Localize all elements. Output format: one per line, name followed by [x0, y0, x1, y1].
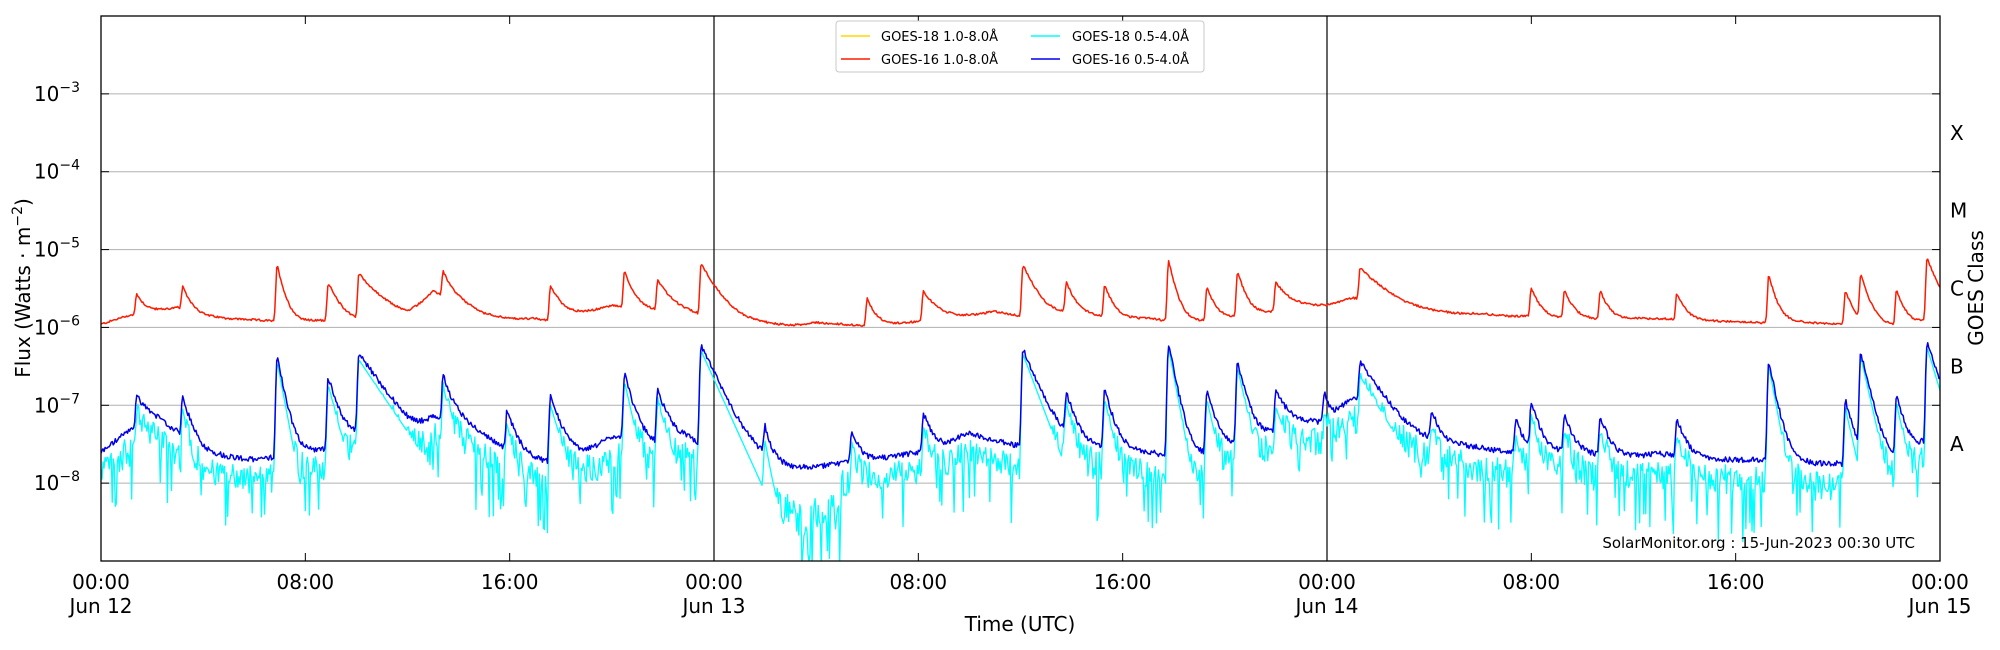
x-tick-label: 00:00	[685, 570, 743, 594]
goes-class-label: X	[1950, 121, 1964, 145]
x-tick-label: 16:00	[481, 570, 539, 594]
x-tick-day-label: Jun 12	[67, 594, 132, 618]
x-tick-label: 00:00	[1911, 570, 1969, 594]
day-boundary-lines	[713, 16, 1328, 561]
y-tick-label: 10−3	[34, 80, 80, 106]
y-tick-label: 10−6	[34, 313, 80, 339]
legend-label-goes18-short: GOES-18 0.5-4.0Å	[1072, 29, 1189, 45]
y-axis-label: Flux (Watts · m−2)	[10, 198, 35, 378]
goes-class-ticks: A B C M X	[1950, 121, 1967, 456]
goes-class-label: C	[1950, 277, 1964, 301]
x-tick-day-label: Jun 13	[680, 594, 745, 618]
series-goes16-short-line	[101, 342, 1940, 470]
x-axis-label: Time (UTC)	[964, 612, 1076, 636]
plot-frame	[100, 15, 1941, 562]
y-tick-label: 10−5	[34, 236, 80, 262]
y-axis-ticks: 10−8 10−7 10−6 10−5 10−4 10−3	[34, 80, 1940, 495]
x-tick-label: 00:00	[72, 570, 130, 594]
legend-box	[835, 20, 1205, 73]
x-tick-day-label: Jun 15	[1906, 594, 1971, 618]
series-goes16-long-line	[101, 258, 1940, 328]
y-tick-label: 10−8	[34, 469, 80, 495]
x-tick-day-label: Jun 14	[1293, 594, 1358, 618]
legend-label-goes18-long: GOES-18 1.0-8.0Å	[881, 29, 998, 45]
x-tick-label: 16:00	[1707, 570, 1765, 594]
x-tick-label: 16:00	[1094, 570, 1152, 594]
legend: GOES-18 1.0-8.0Å GOES-16 1.0-8.0Å GOES-1…	[835, 20, 1205, 73]
y-tick-label: 10−4	[34, 158, 80, 184]
goes-class-label: M	[1950, 199, 1967, 223]
y-tick-label: 10−7	[34, 391, 80, 417]
goes-class-label: B	[1950, 354, 1964, 378]
goes-class-axis-label: GOES Class	[1964, 230, 1988, 346]
legend-label-goes16-long: GOES-16 1.0-8.0Å	[881, 52, 998, 68]
goes-class-label: A	[1950, 432, 1964, 456]
x-tick-label: 00:00	[1298, 570, 1356, 594]
grid-lines	[101, 93, 1940, 484]
legend-label-goes16-short: GOES-16 0.5-4.0Å	[1072, 52, 1189, 68]
x-tick-label: 08:00	[890, 570, 948, 594]
x-tick-label: 08:00	[1503, 570, 1561, 594]
credit-text: SolarMonitor.org : 15-Jun-2023 00:30 UTC	[1602, 534, 1915, 552]
x-tick-label: 08:00	[277, 570, 335, 594]
data-series	[101, 258, 1940, 561]
